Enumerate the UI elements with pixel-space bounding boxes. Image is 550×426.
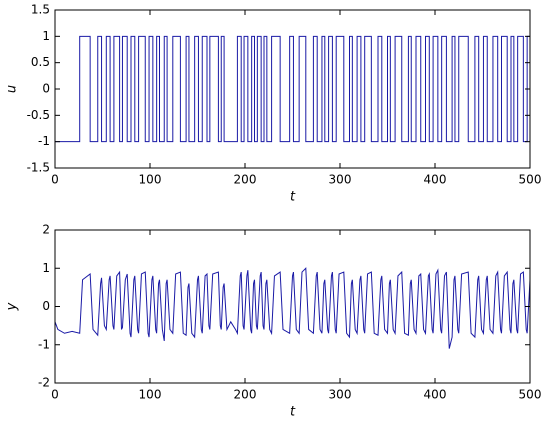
x-tick-label: 0 <box>51 173 59 187</box>
axes-box <box>54 229 531 384</box>
x-axis-label: t <box>290 190 296 205</box>
x-tick-label: 0 <box>51 388 59 402</box>
x-axis-label: t <box>290 405 296 420</box>
x-tick-label: 100 <box>139 388 162 402</box>
x-tick-label: 500 <box>519 388 542 402</box>
x-tick-label: 300 <box>329 388 352 402</box>
x-tick-label: 100 <box>139 173 162 187</box>
y-tick-label: 0 <box>42 82 50 96</box>
x-tick-label: 200 <box>234 388 257 402</box>
x-tick-label: 200 <box>234 173 257 187</box>
x-tick-label: 400 <box>424 173 447 187</box>
y-tick-label: -1.5 <box>27 161 50 175</box>
y-tick-label: -1 <box>38 337 50 351</box>
y-tick-label: 0 <box>42 299 50 313</box>
y-tick-label: 1.5 <box>31 3 50 17</box>
data-line <box>54 267 531 349</box>
y-tick-label: 2 <box>42 223 50 237</box>
x-tick-label: 500 <box>519 173 542 187</box>
y-tick-label: 0.5 <box>31 55 50 69</box>
y-tick-label: -0.5 <box>27 108 50 122</box>
data-line <box>55 35 530 143</box>
y-tick-label: 1 <box>42 29 50 43</box>
y-axis-label: y <box>5 302 20 311</box>
x-tick-label: 300 <box>329 173 352 187</box>
y-tick-label: 1 <box>42 261 50 275</box>
y-tick-label: -2 <box>38 376 50 390</box>
y-axis-label: u <box>5 85 20 93</box>
x-tick-label: 400 <box>424 388 447 402</box>
y-tick-label: -1 <box>38 134 50 148</box>
